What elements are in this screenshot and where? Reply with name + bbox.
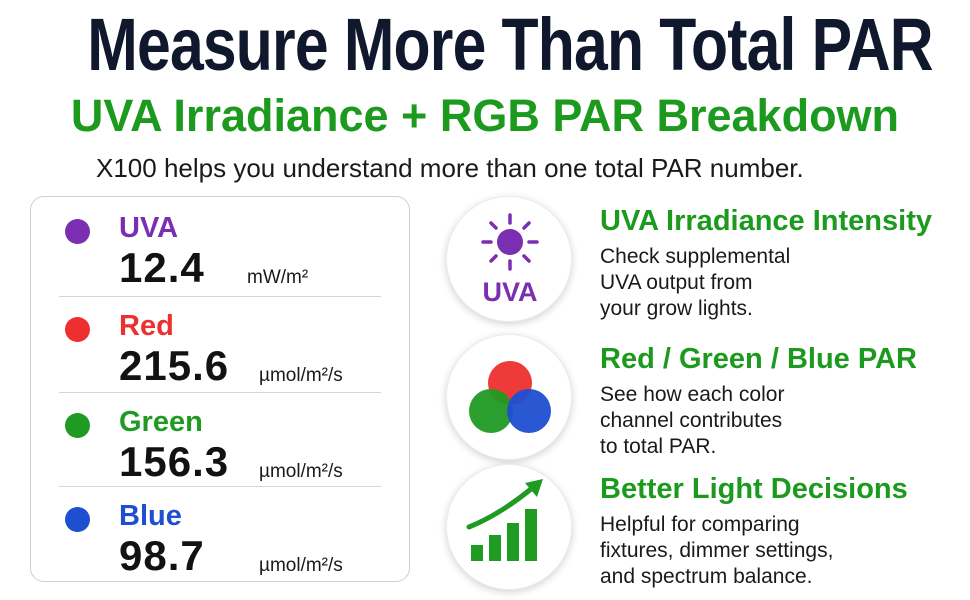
reading-unit: µmol/m²/s xyxy=(259,461,343,482)
feature-rgb: Red / Green / Blue PAR See how each colo… xyxy=(446,334,956,460)
sun-uva-icon: UVA xyxy=(446,196,572,322)
red-dot-icon xyxy=(65,317,90,342)
reading-label: Blue xyxy=(119,500,182,532)
reading-row-red: Red 215.6 µmol/m²/s xyxy=(31,296,409,393)
reading-value: 12.4 xyxy=(119,244,205,291)
reading-unit: µmol/m²/s xyxy=(259,555,343,576)
feature-title: Red / Green / Blue PAR xyxy=(600,343,917,375)
reading-row-green: Green 156.3 µmol/m²/s xyxy=(31,392,409,489)
feature-title: Better Light Decisions xyxy=(600,473,908,505)
rgb-circles-icon xyxy=(446,334,572,460)
reading-unit: mW/m² xyxy=(247,267,309,288)
page-title: Measure More Than Total PAR xyxy=(87,3,933,86)
feature-decisions: Better Light Decisions Helpful for compa… xyxy=(446,464,956,590)
feature-description: Check supplemental UVA output from your … xyxy=(600,245,791,320)
readings-panel: UVA 12.4 mW/m² Red 215.6 µmol/m²/s Green… xyxy=(30,196,410,582)
feature-description: Helpful for comparing fixtures, dimmer s… xyxy=(600,513,834,588)
reading-label: Red xyxy=(119,310,174,342)
page-subtitle: UVA Irradiance + RGB PAR Breakdown xyxy=(70,90,900,141)
reading-row-uva: UVA 12.4 mW/m² xyxy=(31,199,409,295)
reading-value: 156.3 xyxy=(119,438,230,485)
uva-dot-icon xyxy=(65,219,90,244)
feature-title: UVA Irradiance Intensity xyxy=(600,205,932,237)
growth-chart-icon xyxy=(446,464,572,590)
green-dot-icon xyxy=(65,413,90,438)
reading-label: Green xyxy=(119,406,203,438)
blue-dot-icon xyxy=(65,507,90,532)
reading-row-blue: Blue 98.7 µmol/m²/s xyxy=(31,486,409,583)
tagline: X100 helps you understand more than one … xyxy=(96,153,804,183)
reading-value: 215.6 xyxy=(119,342,230,389)
uva-icon-label: UVA xyxy=(482,277,537,307)
feature-description: See how each color channel contributes t… xyxy=(600,383,785,458)
reading-unit: µmol/m²/s xyxy=(259,365,343,386)
feature-uva: UVA UVA Irradiance Intensity Check suppl… xyxy=(446,196,956,322)
reading-label: UVA xyxy=(119,212,179,244)
reading-value: 98.7 xyxy=(119,532,205,579)
